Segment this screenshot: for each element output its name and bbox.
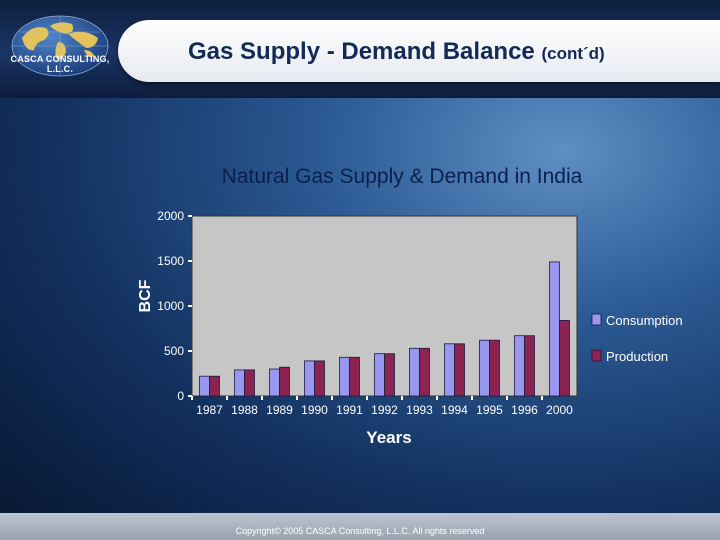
title-bar: [118, 20, 720, 82]
bar-consumption-1987: [199, 375, 210, 397]
x-tick-label: 1990: [301, 403, 328, 417]
bar-consumption-1991: [339, 356, 350, 397]
legend-label-production: Production: [606, 349, 668, 364]
bar-consumption-1994: [444, 343, 455, 397]
x-tick-label: 1996: [511, 403, 538, 417]
x-tick-label: 1988: [231, 403, 258, 417]
page-title-suffix: (cont´d): [541, 44, 605, 63]
legend-label-consumption: Consumption: [606, 313, 683, 328]
bar-production-1995: [489, 339, 500, 397]
y-tick-label: 1000: [157, 299, 184, 313]
x-tick-label: 1991: [336, 403, 363, 417]
bar-consumption-2000: [549, 261, 560, 397]
bar-production-1996: [524, 335, 535, 397]
x-tick-label: 1987: [196, 403, 223, 417]
bar-production-1992: [384, 353, 395, 397]
bar-consumption-1993: [409, 347, 420, 397]
y-axis-label: BCF: [137, 279, 154, 312]
bar-consumption-1988: [234, 369, 245, 397]
x-tick-label: 1994: [441, 403, 468, 417]
bar-production-1989: [279, 366, 290, 397]
bar-production-1993: [419, 347, 430, 397]
bar-production-1988: [244, 369, 255, 397]
bar-consumption-1989: [269, 368, 280, 397]
y-tick-label: 500: [164, 344, 184, 358]
y-tick-label: 2000: [157, 209, 184, 223]
bar-consumption-1990: [304, 360, 315, 397]
chart-title: Natural Gas Supply & Demand in India: [222, 165, 583, 188]
legend-swatch-production: [591, 349, 602, 362]
page-title: Gas Supply - Demand Balance (cont´d): [188, 38, 605, 66]
company-logo-text: CASCA CONSULTING, L.L.C.: [10, 54, 110, 74]
y-tick-label: 1500: [157, 254, 184, 268]
page-title-main: Gas Supply - Demand Balance: [188, 38, 535, 65]
bar-consumption-1992: [374, 353, 385, 397]
y-tick-label: 0: [177, 389, 184, 403]
x-tick-label: 1989: [266, 403, 293, 417]
copyright-text: Copyright© 2005 CASCA Consulting, L.L.C.…: [235, 526, 485, 536]
bar-consumption-1995: [479, 339, 490, 397]
x-tick-label: 2000: [546, 403, 573, 417]
x-tick-label: 1995: [476, 403, 503, 417]
globe-logo-icon: [11, 15, 109, 77]
x-axis-label: Years: [366, 428, 411, 447]
x-tick-label: 1992: [371, 403, 398, 417]
legend-swatch-consumption: [591, 313, 602, 326]
bar-production-1987: [209, 375, 220, 397]
bar-production-1991: [349, 356, 360, 397]
x-tick-label: 1993: [406, 403, 433, 417]
bar-consumption-1996: [514, 335, 525, 397]
bar-production-2000: [559, 319, 570, 397]
bar-production-1990: [314, 360, 325, 397]
bar-production-1994: [454, 343, 465, 397]
footer-bar: [0, 513, 720, 540]
